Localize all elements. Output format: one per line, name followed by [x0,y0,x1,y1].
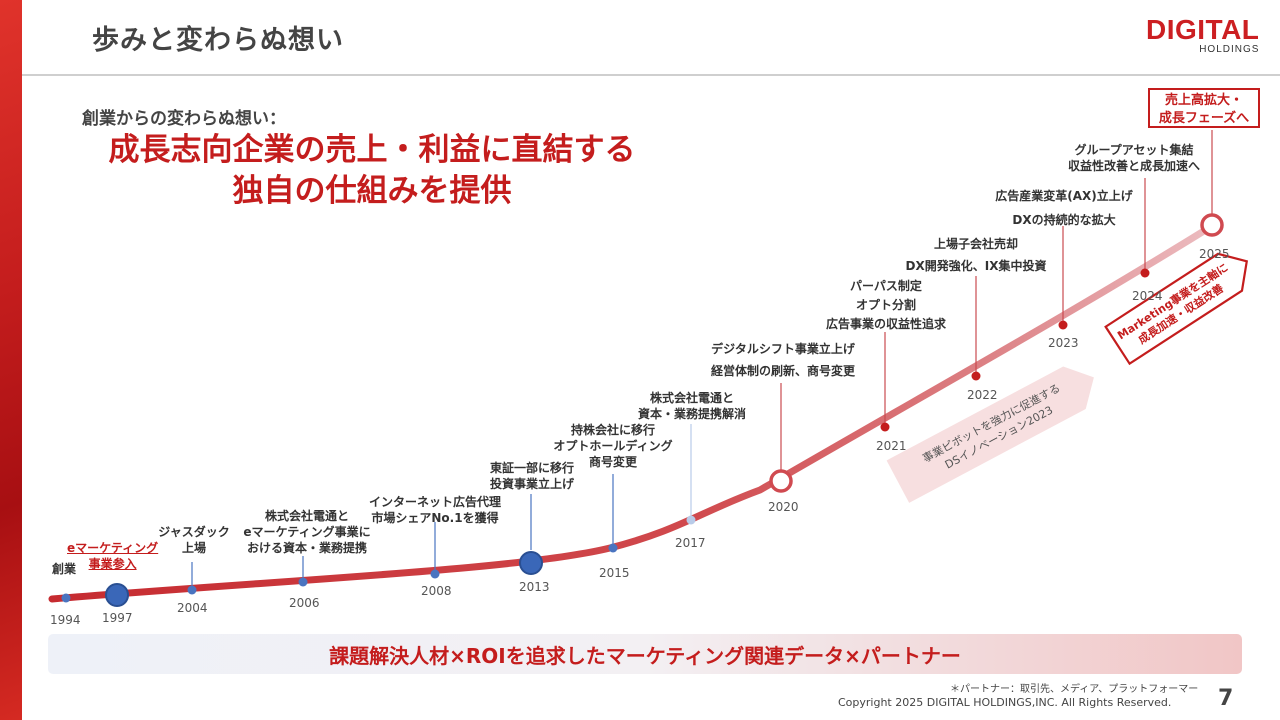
event-1997: eマーケティング 事業参入 [67,540,158,572]
node-1997 [106,584,128,606]
year-label: 2006 [289,596,320,610]
event-2004: ジャスダック上場 [156,524,232,556]
event-2008: インターネット広告代理市場シェアNo.1を獲得 [363,494,507,526]
page-number: 7 [1218,686,1233,711]
goal-line2: 成長フェーズへ [1150,110,1258,128]
event-2017: 株式会社電通と資本・業務提携解消 [632,390,752,422]
arrow-shape-2023 [887,356,1106,503]
year-label: 2008 [421,584,452,598]
node-2015 [609,544,618,553]
node-2013 [520,552,542,574]
event-2015: 持株会社に移行オプトホールディング商号変更 [546,422,680,470]
node-2023 [1059,321,1068,330]
node-2021 [881,423,890,432]
node-2008 [431,570,440,579]
year-label: 2025 [1199,247,1230,261]
year-label: 2013 [519,580,550,594]
goal-line1: 売上高拡大・ [1150,92,1258,110]
year-label: 2004 [177,601,208,615]
year-label: 2017 [675,536,706,550]
year-label: 2020 [768,500,799,514]
event-2020: デジタルシフト事業立上げ経営体制の刷新、商号変更 [700,338,866,382]
event-2022: 上場子会社売却DX開発強化、IX集中投資 [900,233,1052,277]
event-2024: グループアセット集結収益性改善と成長加速へ [1060,142,1208,174]
event-2023: 広告産業変革(AX)立上げDXの持続的な拡大 [988,184,1140,232]
copyright: Copyright 2025 DIGITAL HOLDINGS,INC. All… [838,696,1171,709]
goal-box: 売上高拡大・ 成長フェーズへ [1148,88,1260,128]
node-2020 [771,471,791,491]
year-label: 1997 [102,611,133,625]
node-2004 [188,586,197,595]
year-label: 2023 [1048,336,1079,350]
footnote: ＊パートナー：取引先、メディア、プラットフォーマー [950,680,1198,695]
year-label: 2015 [599,566,630,580]
node-2006 [299,578,308,587]
node-2024 [1141,269,1150,278]
node-2025 [1202,215,1222,235]
node-2017 [687,516,696,525]
year-label: 2021 [876,439,907,453]
banner-text: 課題解決人材×ROIを追求したマーケティング関連データ×パートナー [48,640,1242,669]
event-2021: パーパス制定オプト分割広告事業の収益性追求 [818,277,954,334]
year-label: 1994 [50,613,81,627]
node-1994 [62,594,71,603]
event-2006: 株式会社電通とeマーケティング事業における資本・業務提携 [238,508,376,556]
year-label: 2024 [1132,289,1163,303]
year-label: 2022 [967,388,998,402]
node-2022 [972,372,981,381]
